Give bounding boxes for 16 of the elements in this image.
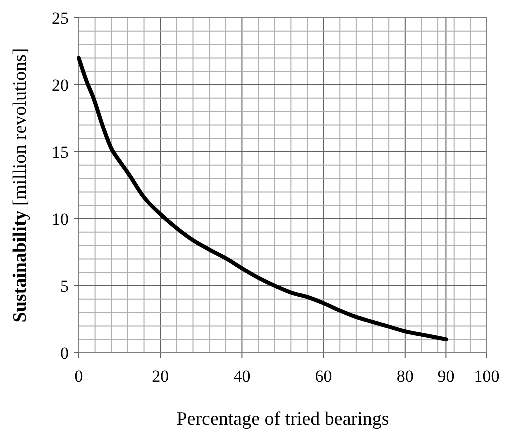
y-tick-label: 25 — [52, 8, 69, 28]
y-axis-title: Sustainability [million revolutions] — [10, 48, 31, 323]
x-tick-label: 80 — [396, 367, 414, 386]
x-tick-label: 40 — [234, 367, 251, 386]
x-tick-label: 100 — [474, 367, 500, 386]
y-tick-label: 20 — [52, 76, 69, 95]
y-tick-label: 10 — [52, 210, 69, 229]
x-tick-label: 0 — [74, 367, 84, 386]
x-tick-label: 90 — [438, 367, 455, 386]
x-tick-label: 60 — [315, 367, 332, 386]
y-tick-label: 0 — [60, 344, 69, 363]
y-tick-label: 15 — [52, 142, 69, 162]
x-axis-title: Percentage of tried bearings — [176, 409, 390, 429]
y-tick-label: 5 — [60, 276, 69, 296]
line-series — [77, 56, 448, 342]
x-tick-label: 20 — [152, 367, 170, 386]
